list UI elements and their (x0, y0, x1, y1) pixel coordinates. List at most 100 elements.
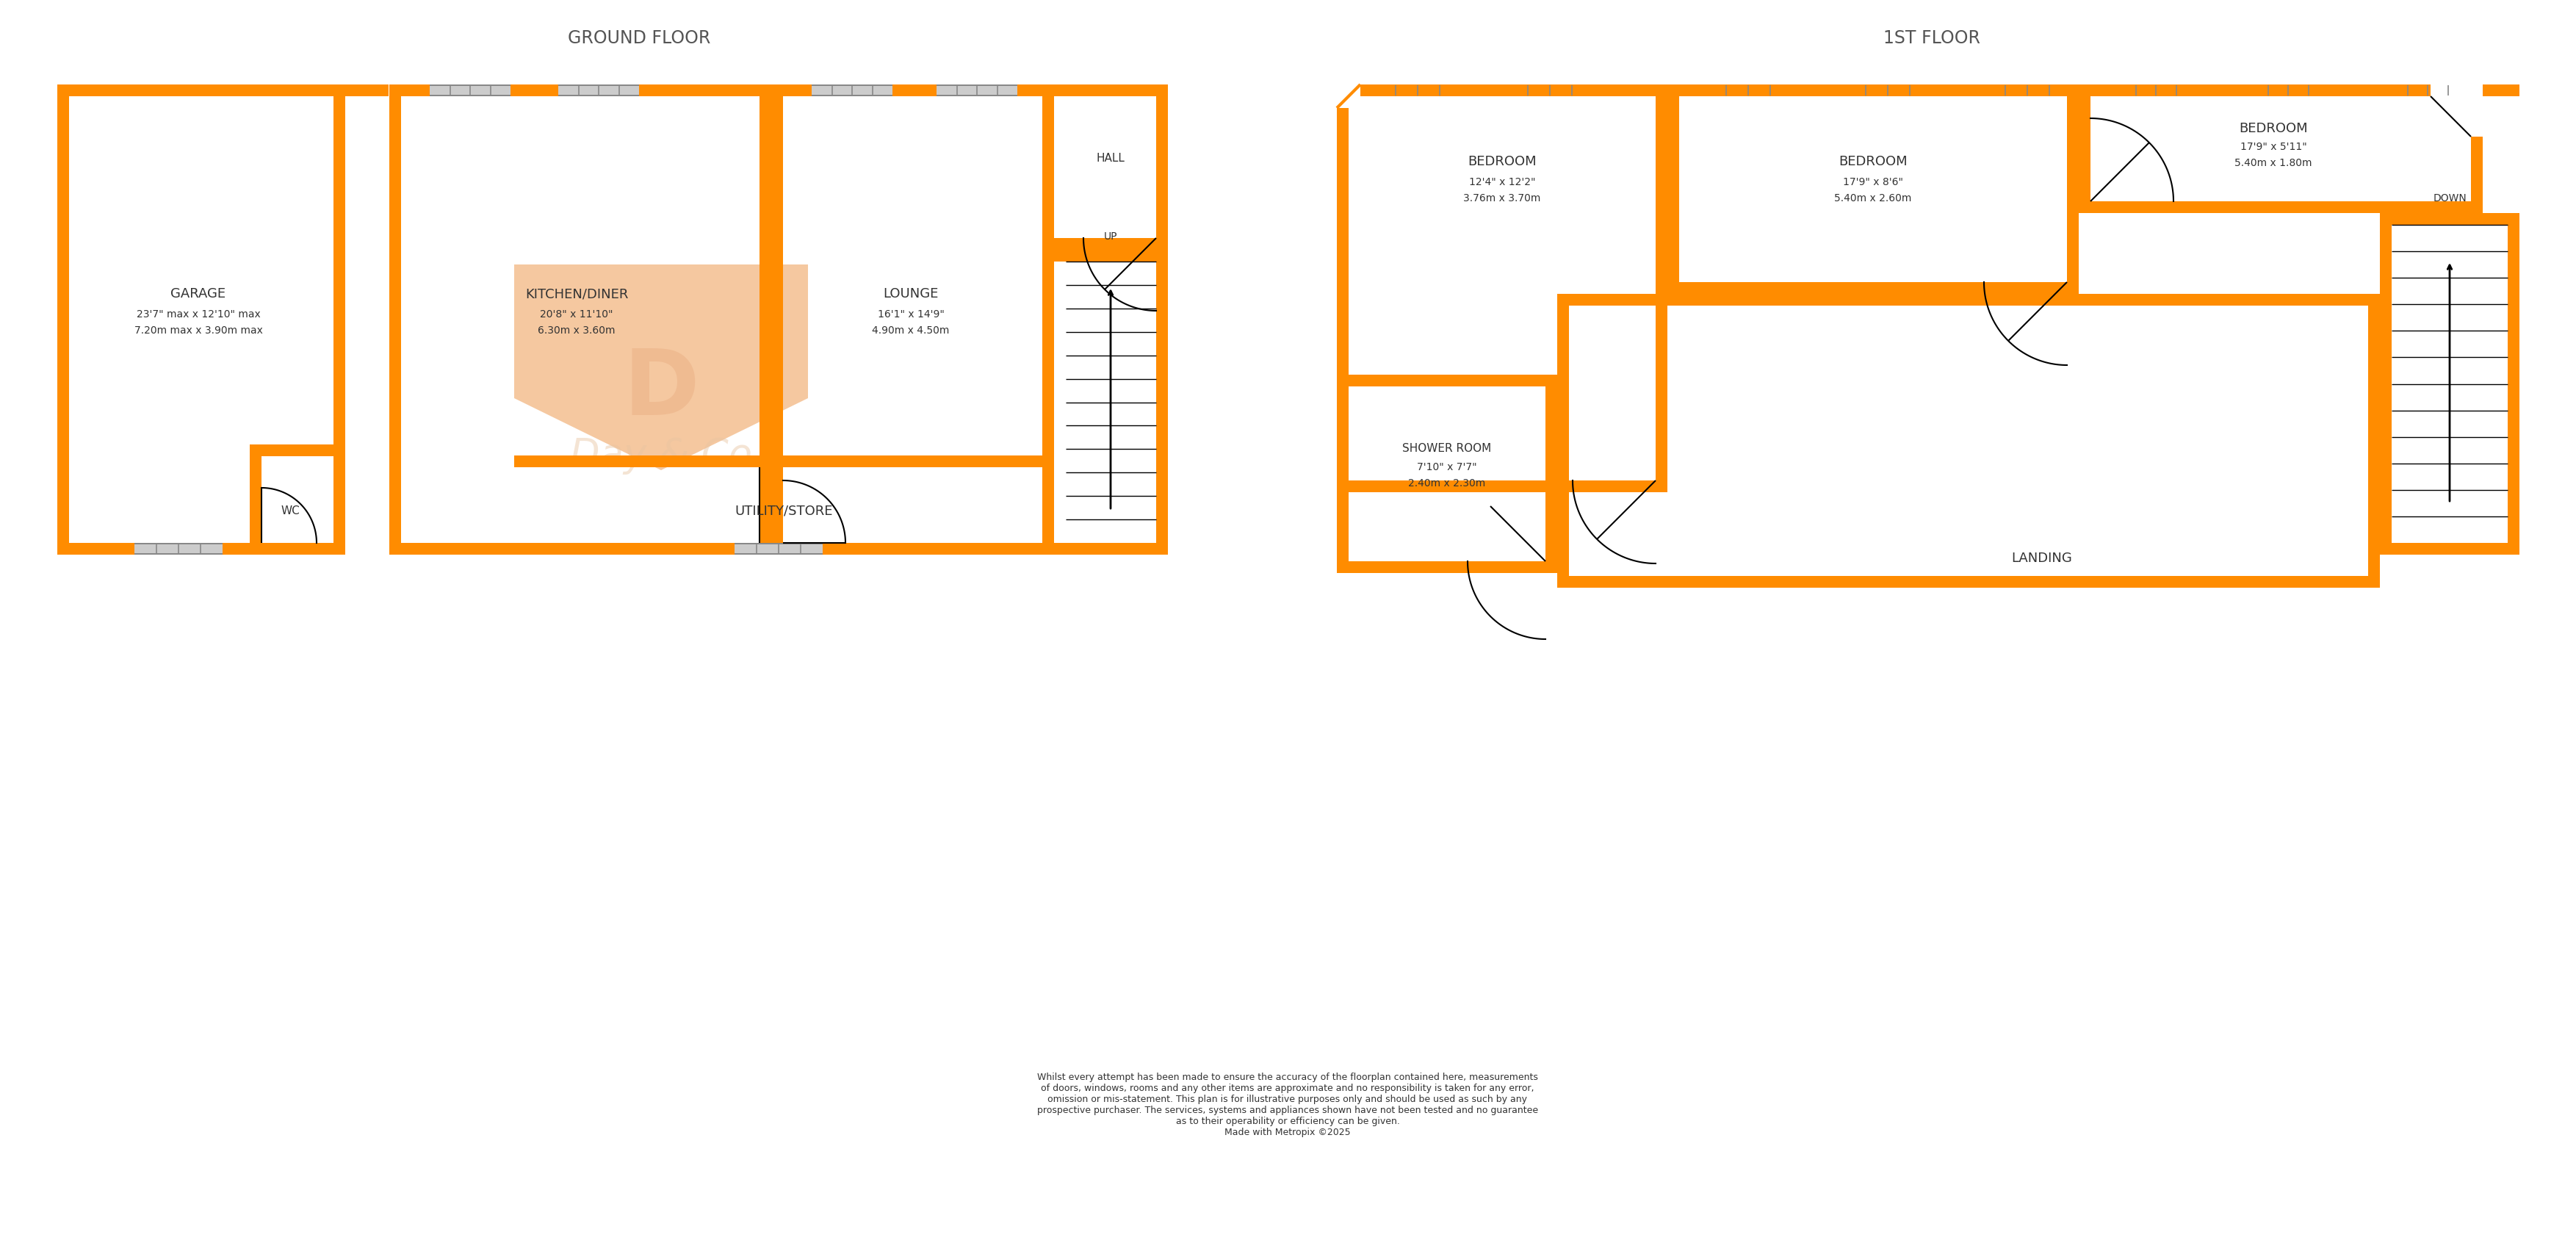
Text: 20'8" x 11'10": 20'8" x 11'10" (541, 310, 613, 319)
Bar (2249, 94, 2329, 96)
Bar (770, 85, 783, 554)
Text: 7.20m max x 3.90m max: 7.20m max x 3.90m max (134, 326, 263, 336)
Bar (2380, 213, 2519, 225)
Bar (430, 85, 510, 96)
Text: LOUNGE: LOUNGE (884, 287, 938, 301)
Bar (734, 543, 822, 554)
Bar (2388, 85, 2468, 96)
Polygon shape (2432, 96, 2470, 137)
Bar (2249, 85, 2329, 96)
Bar (1656, 85, 1667, 492)
Text: 23'7" max x 12'10" max: 23'7" max x 12'10" max (137, 310, 260, 319)
Bar (57, 85, 345, 96)
Text: BEDROOM: BEDROOM (1468, 155, 1535, 168)
Bar (1667, 85, 1680, 293)
Bar (2380, 213, 2391, 554)
Bar (1337, 85, 2519, 96)
Bar (1337, 85, 1350, 492)
Bar (222, 543, 345, 554)
Bar (389, 85, 402, 554)
Bar (2079, 85, 2483, 96)
Bar (811, 85, 891, 86)
Bar (760, 85, 770, 554)
Text: GARAGE: GARAGE (170, 287, 227, 301)
Text: UTILITY/STORE: UTILITY/STORE (734, 503, 832, 517)
Bar (2249, 85, 2329, 86)
Bar (1984, 85, 2071, 86)
Bar (938, 94, 1018, 96)
Text: KITCHEN/DINER: KITCHEN/DINER (526, 287, 629, 301)
Bar (134, 543, 222, 554)
Bar (250, 445, 263, 554)
Bar (2367, 293, 2380, 588)
Bar (734, 543, 822, 544)
Text: BEDROOM: BEDROOM (2239, 122, 2308, 135)
Bar (2115, 85, 2197, 86)
Bar (1507, 85, 1595, 86)
Bar (389, 85, 770, 96)
Bar (559, 85, 639, 96)
Text: LANDING: LANDING (2012, 552, 2071, 564)
Bar (1844, 85, 1932, 86)
Bar (1705, 85, 1793, 86)
Bar (1984, 85, 2071, 96)
Bar (811, 94, 891, 96)
Bar (1667, 282, 2079, 293)
Bar (1844, 85, 1932, 96)
Bar (1054, 250, 1167, 261)
Bar (515, 455, 1054, 467)
Bar (2380, 543, 2519, 554)
Bar (938, 85, 1018, 96)
Text: 3.76m x 3.70m: 3.76m x 3.70m (1463, 193, 1540, 204)
Bar (1558, 293, 1569, 588)
Text: 17'9" x 5'11": 17'9" x 5'11" (2241, 142, 2306, 152)
Text: 5.40m x 1.80m: 5.40m x 1.80m (2233, 158, 2313, 168)
Text: 12'4" x 12'2": 12'4" x 12'2" (1468, 177, 1535, 188)
Bar (1373, 85, 1461, 86)
Bar (1546, 374, 1558, 573)
Bar (1337, 562, 1558, 573)
Text: 4.90m x 4.50m: 4.90m x 4.50m (873, 326, 951, 336)
Bar (389, 543, 770, 554)
Bar (1337, 374, 1350, 573)
Text: 16'1" x 14'9": 16'1" x 14'9" (878, 310, 945, 319)
Text: DOWN: DOWN (2432, 193, 2465, 204)
Bar (1054, 85, 1167, 96)
Text: 5.40m x 2.60m: 5.40m x 2.60m (1834, 193, 1911, 204)
Bar (134, 543, 222, 544)
Bar (1705, 94, 1793, 96)
Bar (430, 85, 510, 86)
Bar (559, 85, 639, 86)
Text: WC: WC (281, 505, 299, 516)
Bar (332, 85, 345, 554)
Bar (1844, 94, 1932, 96)
Bar (1043, 85, 1054, 554)
Bar (332, 85, 389, 96)
Text: BEDROOM: BEDROOM (1839, 155, 1906, 168)
Text: 6.30m x 3.60m: 6.30m x 3.60m (538, 326, 616, 336)
Bar (2115, 94, 2197, 96)
Bar (57, 543, 134, 554)
Text: 7'10" x 7'7": 7'10" x 7'7" (1417, 462, 1476, 472)
Text: Whilst every attempt has been made to ensure the accuracy of the floorplan conta: Whilst every attempt has been made to en… (1038, 1073, 1538, 1137)
Bar (57, 85, 70, 554)
Bar (2079, 201, 2483, 213)
Bar (770, 543, 1054, 554)
Bar (2115, 85, 2197, 96)
Bar (1373, 85, 1461, 96)
Bar (2432, 85, 2483, 137)
Text: HALL: HALL (1097, 153, 1126, 164)
Bar (1054, 543, 1167, 554)
Text: SHOWER ROOM: SHOWER ROOM (1401, 443, 1492, 454)
Bar (430, 94, 510, 96)
Bar (1337, 374, 1558, 387)
Bar (1337, 85, 1360, 108)
Text: UP: UP (1105, 231, 1118, 241)
Bar (1558, 293, 2380, 306)
Bar (1337, 85, 1667, 96)
Bar (1337, 481, 1667, 492)
Bar (1558, 576, 2380, 588)
Bar (1984, 94, 2071, 96)
Bar (1157, 250, 1167, 554)
Text: Day & Co: Day & Co (569, 436, 752, 475)
